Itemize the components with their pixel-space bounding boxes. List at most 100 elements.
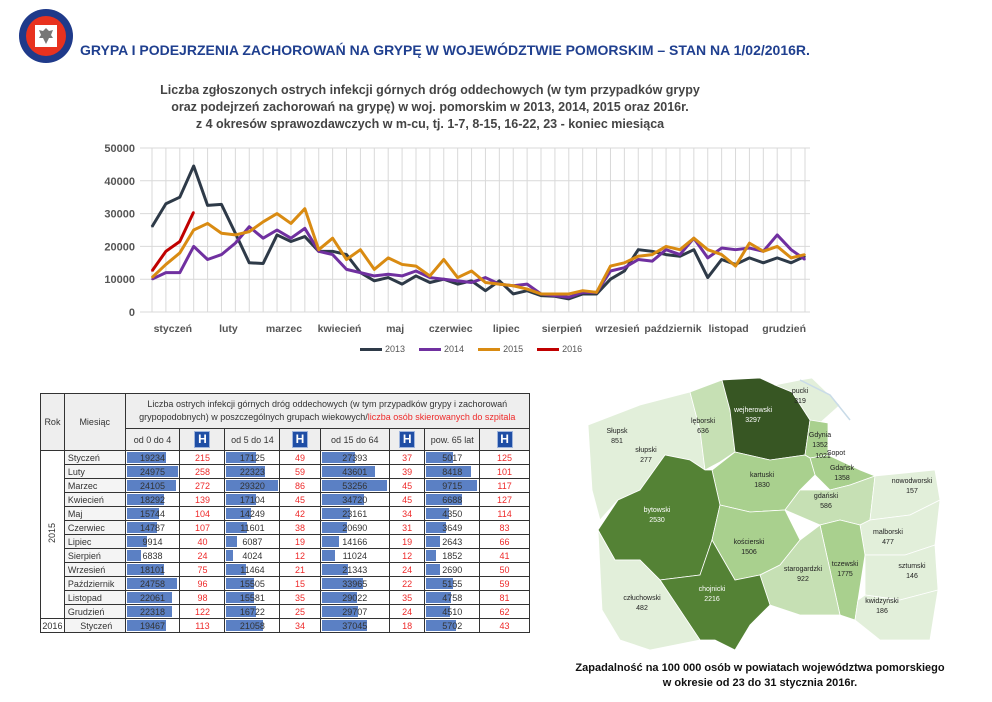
data-point-2013: [345, 253, 348, 256]
data-bar: [426, 592, 452, 603]
data-bar: [226, 578, 254, 589]
cases-cell: 9715: [424, 478, 481, 493]
cases-cell: 14249: [224, 506, 281, 521]
cases-value: 9914: [142, 536, 163, 547]
cases-value: 19234: [139, 452, 165, 463]
hospitalized-value: 66: [479, 534, 530, 549]
map-region-name: kościerski: [734, 539, 765, 546]
data-bar: [426, 536, 441, 547]
x-tick-label: grudzień: [762, 323, 806, 335]
data-point-2015: [262, 221, 264, 223]
hospitalized-value: 21: [279, 562, 321, 577]
data-bar: [426, 550, 437, 561]
table-row: 2015 Styczeń 19234 215 17125 49 27393 37 5017 125: [40, 450, 530, 619]
data-point-2016: [178, 240, 181, 243]
data-bar: [321, 480, 387, 491]
cases-cell: 24105: [124, 478, 181, 493]
data-point-2013: [415, 275, 417, 277]
data-point-2013: [706, 276, 709, 279]
hospitalized-value: 35: [279, 590, 321, 605]
x-tick-label: kwiecień: [318, 323, 362, 335]
data-point-2014: [484, 276, 487, 279]
hospitalized-value: 38: [279, 520, 321, 535]
cases-value: 6087: [242, 536, 263, 547]
cases-cell: 14787: [124, 520, 181, 535]
map-region-name: człuchowski: [623, 595, 661, 602]
data-point-2015: [734, 265, 737, 267]
data-point-2014: [373, 275, 376, 277]
cases-value: 24975: [139, 466, 165, 477]
data-point-2013: [790, 262, 792, 264]
col-header-hospital: H: [279, 428, 321, 451]
line-chart: 0 10000 20000 30000 40000 50000 styczeń luty mar…: [104, 143, 810, 335]
x-tick-label: sierpień: [542, 323, 582, 335]
x-tick-label: styczeń: [154, 323, 193, 335]
data-point-2015: [762, 250, 765, 253]
cases-cell: 21343: [319, 562, 391, 577]
cases-value: 17104: [239, 494, 265, 505]
data-point-2013: [206, 204, 209, 207]
data-bar: [226, 452, 257, 463]
cases-value: 14166: [342, 536, 368, 547]
x-tick-label: listopad: [708, 323, 748, 335]
map-region-value: 1775: [837, 571, 853, 578]
cases-value: 23161: [342, 508, 368, 519]
chart-legend: 2013 2014 2015 2016: [360, 344, 582, 354]
legend-swatch: [360, 347, 382, 351]
cases-value: 4510: [442, 606, 463, 617]
cases-cell: 29022: [319, 590, 391, 605]
col-header-hospital: H: [388, 428, 426, 451]
x-tick-label: lipiec: [493, 323, 520, 335]
month-cell: Maj: [63, 506, 126, 521]
data-point-2013: [623, 270, 626, 272]
hospitalized-value: 12: [388, 548, 426, 563]
hospitalized-value: 104: [179, 506, 226, 521]
data-point-2014: [165, 271, 167, 274]
data-point-2013: [401, 283, 403, 285]
table-row: 2016 Styczeń 19467 113 21058 34 37045 18 5702 43: [40, 618, 530, 633]
hospitalized-value: 83: [479, 520, 530, 535]
series-line-2016: [150, 211, 196, 272]
col-header-age-group: od 15 do 64: [319, 428, 391, 451]
hospitalized-value: 59: [279, 464, 321, 479]
cases-value: 18292: [139, 494, 165, 505]
data-point-2015: [373, 268, 376, 271]
legend-item-2013: 2013: [360, 344, 405, 354]
cases-cell: 8418: [424, 464, 481, 479]
cases-cell: 17125: [224, 450, 281, 465]
cases-cell: 18292: [124, 492, 181, 507]
cases-cell: 14166: [319, 534, 391, 549]
data-bar: [126, 480, 176, 491]
table-row: Grudzień 22318 122 16722 25 29707 24 4510 62: [41, 604, 530, 619]
series-line-2015: [150, 207, 806, 296]
data-point-2015: [623, 262, 626, 264]
data-point-2014: [234, 242, 237, 244]
month-cell: Styczeń: [63, 618, 126, 633]
cases-cell: 15581: [224, 590, 281, 605]
map-region-value: 319: [794, 398, 806, 405]
region-pucki: [773, 378, 841, 431]
hospitalized-value: 25: [279, 604, 321, 619]
cases-value: 6838: [142, 550, 163, 561]
map-region-name: Gdynia: [809, 432, 831, 439]
region-czluchowski: [597, 529, 701, 651]
data-point-2014: [178, 271, 181, 274]
cases-value: 11024: [342, 550, 367, 561]
cases-value: 18101: [139, 564, 165, 575]
hospitalized-value: 49: [279, 450, 321, 465]
map-region-name: starogardzki: [784, 566, 823, 573]
map-region-name: chojnicki: [699, 586, 726, 593]
map-region-value: 636: [697, 428, 709, 435]
col-header-age-group: od 5 do 14: [224, 428, 281, 451]
data-point-2015: [693, 237, 695, 239]
table-row: Czerwiec 14787 107 11601 38 20690 31 3649 83: [41, 520, 530, 535]
data-bar: [321, 620, 367, 631]
data-point-2014: [637, 258, 640, 261]
legend-swatch: [419, 347, 442, 351]
cases-cell: 1852: [424, 548, 481, 563]
data-bar: [321, 564, 348, 575]
cases-value: 33965: [342, 578, 368, 589]
x-tick-label: wrzesień: [594, 323, 639, 335]
data-bar: [226, 480, 278, 491]
cases-cell: 20690: [319, 520, 391, 535]
